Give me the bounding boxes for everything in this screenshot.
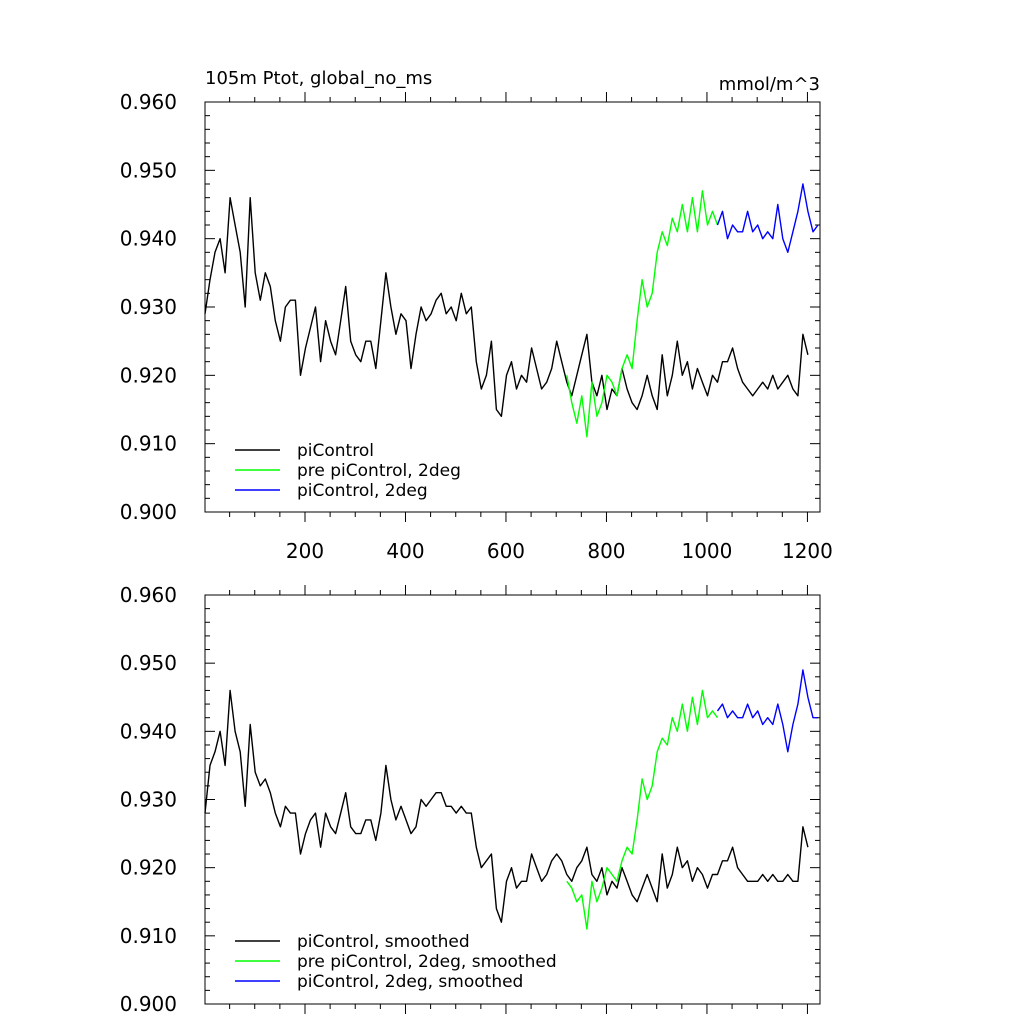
y-tick-label: 0.930 xyxy=(120,788,177,812)
legend-label: pre piControl, 2deg, smoothed xyxy=(297,952,557,972)
bottom-panel: 0.900 0.910 0.920 0.930 0.940 0.950 0.960 piCon… xyxy=(120,583,821,1016)
series-line-2 xyxy=(566,190,719,438)
y-tick-label: 0.920 xyxy=(120,363,177,387)
y-tick-label: 0.910 xyxy=(120,924,177,948)
chart-units: mmol/m^3 xyxy=(719,74,820,95)
y-tick-label: 0.930 xyxy=(120,295,177,319)
y-tick-label: 0.950 xyxy=(120,158,177,182)
legend-label: piControl, smoothed xyxy=(297,932,470,952)
series-line-1 xyxy=(204,196,809,417)
series-line-2 xyxy=(566,689,719,930)
legend-label: piControl, 2deg xyxy=(297,481,428,501)
legend-label: piControl xyxy=(297,441,374,461)
y-tick-label: 0.910 xyxy=(120,432,177,456)
legend-label: piControl, 2deg, smoothed xyxy=(297,972,523,992)
y-tick-label: 0.950 xyxy=(120,651,177,675)
y-tick-label: 0.900 xyxy=(120,500,177,524)
y-tick-label: 0.920 xyxy=(120,856,177,880)
top-panel: 0.900 0.910 0.920 0.930 0.940 0.950 0.960 200 40… xyxy=(120,68,833,563)
y-tick-label: 0.940 xyxy=(120,227,177,251)
y-tick-label: 0.960 xyxy=(120,583,177,607)
chart-title: 105m Ptot, global_no_ms xyxy=(205,68,432,89)
series-line-3 xyxy=(716,183,819,254)
y-tick-label: 0.900 xyxy=(120,992,177,1016)
series-line-1 xyxy=(204,689,809,923)
x-tick-label: 200 xyxy=(286,539,324,563)
y-tick-label: 0.940 xyxy=(120,719,177,743)
x-tick-label: 1200 xyxy=(782,539,833,563)
x-tick-label: 800 xyxy=(587,539,625,563)
legend-label: pre piControl, 2deg xyxy=(297,461,461,481)
x-tick-label: 600 xyxy=(487,539,525,563)
series-line-3 xyxy=(716,669,818,753)
y-tick-label: 0.960 xyxy=(120,90,177,114)
x-tick-label: 1000 xyxy=(681,539,732,563)
x-tick-label: 400 xyxy=(386,539,424,563)
